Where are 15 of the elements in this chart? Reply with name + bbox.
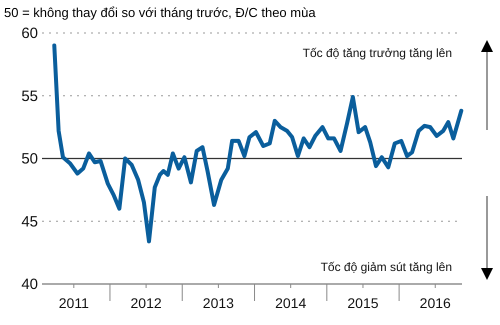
x-tick-label: 2014 [275, 294, 306, 311]
x-tick-label: 2012 [130, 294, 162, 311]
annotation: Tốc độ giảm sút tăng lên [320, 260, 452, 274]
chart-title: 50 = không thay đổi so với tháng trước, Đ/C theo mùa [4, 5, 316, 20]
y-tick-label: 50 [21, 150, 38, 168]
x-tick-label: 2015 [347, 294, 379, 311]
x-tick-label: 2016 [420, 294, 452, 311]
y-tick-label: 40 [21, 276, 38, 293]
y-tick-label: 45 [21, 213, 38, 230]
annotation: Tốc độ tăng trưởng tăng lên [302, 46, 452, 60]
y-tick-label: 55 [21, 88, 38, 105]
x-tick-label: 2011 [58, 294, 90, 311]
y-tick-label: 60 [21, 25, 38, 42]
x-tick-label: 2013 [202, 294, 234, 311]
line-series [52, 44, 464, 244]
